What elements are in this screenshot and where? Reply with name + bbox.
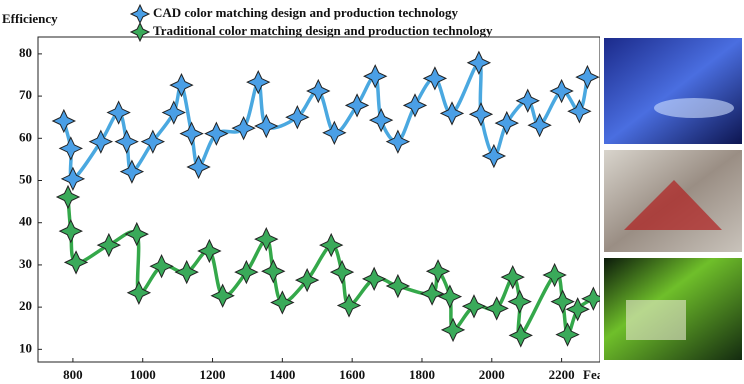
- star-marker: [421, 283, 443, 305]
- star-marker: [188, 156, 210, 178]
- series-line: [68, 197, 593, 336]
- star-marker: [470, 103, 492, 125]
- x-tick-label: 1600: [339, 367, 365, 382]
- star-marker: [427, 260, 449, 282]
- star-marker: [65, 251, 87, 273]
- star-marker: [60, 220, 82, 242]
- star-marker: [116, 131, 138, 153]
- star-marker: [483, 145, 505, 167]
- photo-detail: [654, 98, 734, 118]
- star-marker: [557, 324, 579, 346]
- star-marker: [53, 110, 75, 132]
- photos: [604, 0, 742, 384]
- star-marker: [255, 115, 277, 137]
- star-marker: [60, 137, 82, 159]
- y-axis-label: Efficiency: [2, 11, 58, 26]
- star-marker: [502, 266, 524, 288]
- y-tick-label: 60: [19, 129, 32, 144]
- star-marker: [90, 131, 112, 153]
- star-marker: [544, 264, 566, 286]
- page: Efficiency Feature 10 20 30 40 50 60 70 80 800 10…: [0, 0, 744, 384]
- chart: Efficiency Feature 10 20 30 40 50 60 70 80 800 10…: [0, 0, 600, 384]
- star-marker: [233, 117, 255, 139]
- star-marker: [163, 102, 185, 124]
- photo-blue-interior: [604, 38, 742, 144]
- y-tick-label: 10: [19, 340, 32, 355]
- star-marker: [468, 52, 490, 74]
- x-tick-label: 2200: [549, 367, 575, 382]
- y-tick-label: 70: [19, 87, 32, 102]
- star-marker: [212, 285, 234, 307]
- star-marker: [126, 223, 148, 245]
- x-tick-label: 1400: [269, 367, 295, 382]
- star-marker: [576, 66, 598, 88]
- y-tick-label: 80: [19, 45, 32, 60]
- star-marker: [370, 109, 392, 131]
- star-marker: [57, 186, 79, 208]
- x-tick-label: 1800: [409, 367, 435, 382]
- star-marker: [98, 234, 120, 256]
- star-marker: [198, 240, 220, 262]
- x-axis-label: Feature: [583, 367, 600, 382]
- star-marker: [181, 123, 203, 145]
- star-marker: [387, 275, 409, 297]
- star-marker: [404, 94, 426, 116]
- legend-marker: [131, 5, 149, 23]
- legend-marker: [131, 23, 149, 41]
- star-marker: [331, 261, 353, 283]
- x-tick-label: 1000: [130, 367, 156, 382]
- photo-detail: [626, 300, 686, 340]
- star-marker: [510, 324, 532, 346]
- star-marker: [247, 71, 269, 93]
- y-tick-label: 40: [19, 214, 32, 229]
- y-tick-label: 50: [19, 171, 32, 186]
- star-marker: [262, 260, 284, 282]
- x-tick-label: 1200: [200, 367, 226, 382]
- star-marker: [582, 288, 600, 310]
- star-marker: [387, 131, 409, 153]
- star-marker: [346, 94, 368, 116]
- star-marker: [496, 112, 518, 134]
- star-marker: [271, 291, 293, 313]
- x-tick-label: 2000: [479, 367, 505, 382]
- y-tick-label: 20: [19, 298, 32, 313]
- star-marker: [517, 90, 539, 112]
- legend-label: Traditional color matching design and pr…: [153, 23, 493, 38]
- star-marker: [323, 122, 345, 144]
- star-marker: [486, 297, 508, 319]
- x-tick-label: 800: [63, 367, 83, 382]
- star-marker: [205, 123, 227, 145]
- y-tick-label: 30: [19, 256, 32, 271]
- legend-label: CAD color matching design and production…: [153, 5, 459, 20]
- star-marker: [439, 286, 461, 308]
- star-marker: [509, 291, 531, 313]
- star-marker: [170, 74, 192, 96]
